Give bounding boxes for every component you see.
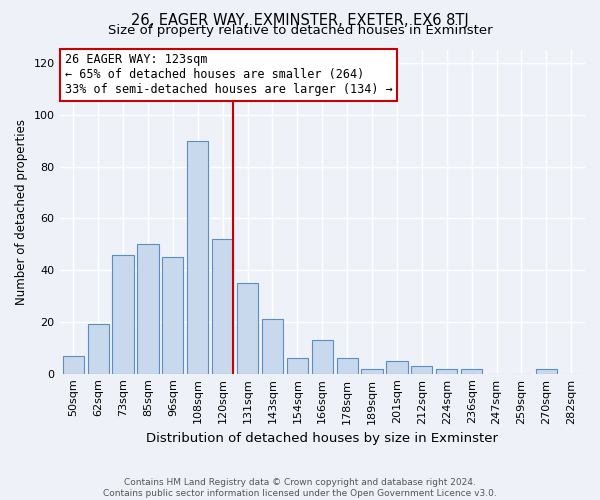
Bar: [337, 358, 358, 374]
Y-axis label: Number of detached properties: Number of detached properties: [15, 119, 28, 305]
Text: Contains HM Land Registry data © Crown copyright and database right 2024.
Contai: Contains HM Land Registry data © Crown c…: [103, 478, 497, 498]
Bar: [386, 360, 407, 374]
Bar: [262, 320, 283, 374]
Bar: [361, 368, 383, 374]
Text: 26, EAGER WAY, EXMINSTER, EXETER, EX6 8TJ: 26, EAGER WAY, EXMINSTER, EXETER, EX6 8T…: [131, 12, 469, 28]
Bar: [436, 368, 457, 374]
Bar: [536, 368, 557, 374]
Text: 26 EAGER WAY: 123sqm
← 65% of detached houses are smaller (264)
33% of semi-deta: 26 EAGER WAY: 123sqm ← 65% of detached h…: [65, 53, 392, 96]
Text: Size of property relative to detached houses in Exminster: Size of property relative to detached ho…: [107, 24, 493, 37]
Bar: [62, 356, 84, 374]
Bar: [88, 324, 109, 374]
Bar: [461, 368, 482, 374]
Bar: [112, 254, 134, 374]
Bar: [411, 366, 433, 374]
Bar: [287, 358, 308, 374]
Bar: [212, 239, 233, 374]
Bar: [187, 140, 208, 374]
Bar: [237, 283, 258, 374]
Bar: [311, 340, 333, 374]
Bar: [137, 244, 158, 374]
X-axis label: Distribution of detached houses by size in Exminster: Distribution of detached houses by size …: [146, 432, 498, 445]
Bar: [162, 257, 184, 374]
